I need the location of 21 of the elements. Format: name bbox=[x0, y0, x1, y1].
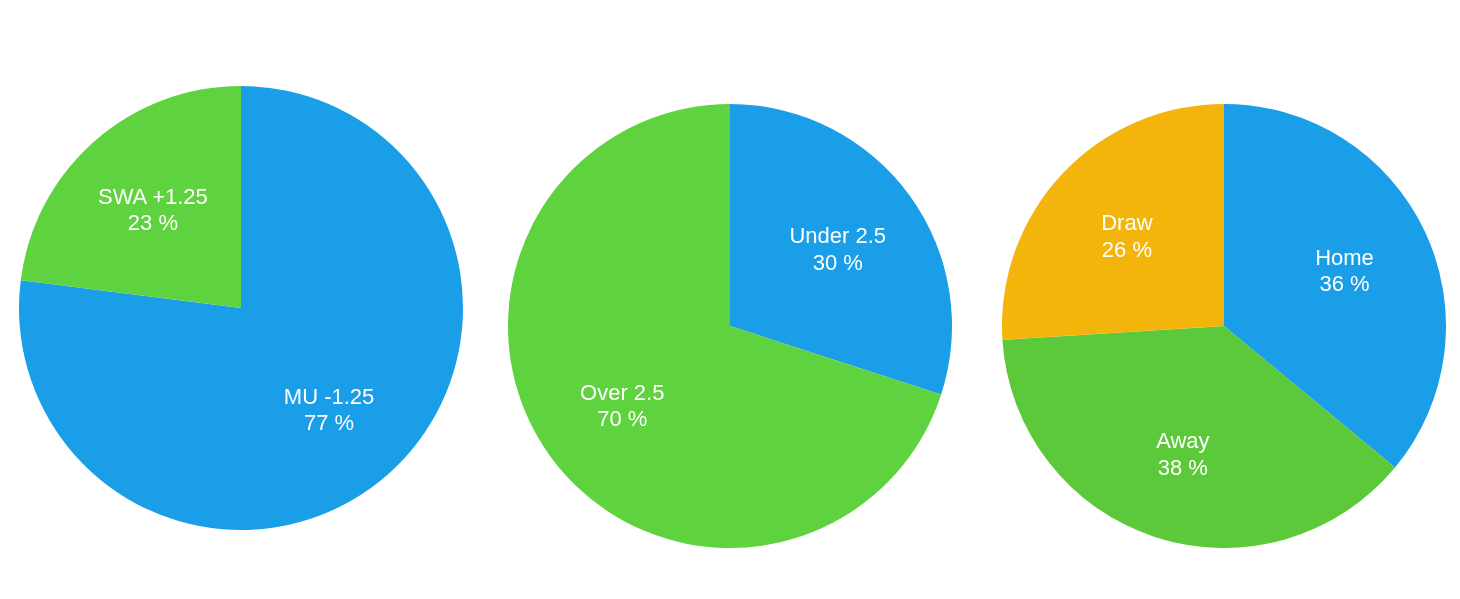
data-label: 36 % bbox=[1319, 271, 1370, 297]
pie-slice bbox=[1002, 104, 1224, 340]
data-label: 30 % bbox=[812, 249, 863, 275]
data-label: 70 % bbox=[597, 406, 648, 432]
pie-slice bbox=[1002, 326, 1396, 548]
pie-slice bbox=[20, 86, 241, 308]
data-label: 26 % bbox=[1101, 236, 1152, 262]
slice-label: SWA +1.25 bbox=[97, 183, 208, 209]
slice-label: Home bbox=[1315, 244, 1374, 270]
slice-label: Over 2.5 bbox=[580, 379, 665, 405]
slice-label: Under 2.5 bbox=[789, 223, 887, 249]
pie-slice bbox=[1224, 104, 1446, 468]
slice-label: Draw bbox=[1101, 210, 1153, 236]
pie-slice bbox=[730, 104, 952, 395]
pie-slice bbox=[508, 104, 942, 548]
data-label: 38 % bbox=[1157, 454, 1208, 480]
pie-slice bbox=[19, 86, 463, 530]
data-label: 77 % bbox=[304, 409, 355, 435]
slice-label: MU -1.25 bbox=[283, 383, 375, 409]
data-label: 23 % bbox=[127, 210, 178, 236]
slice-label: Away bbox=[1156, 428, 1210, 454]
